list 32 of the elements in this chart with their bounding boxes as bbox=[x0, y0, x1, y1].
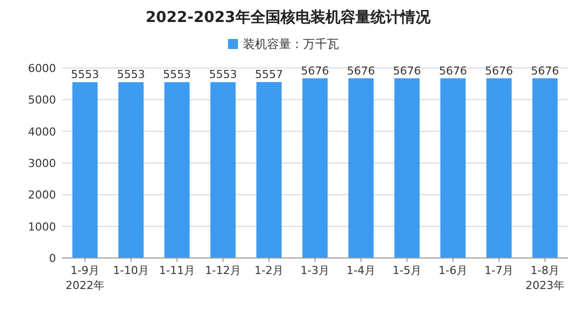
y-tick-label: 5000 bbox=[28, 94, 56, 107]
data-label: 5676 bbox=[439, 64, 467, 78]
y-tick-label: 0 bbox=[49, 252, 56, 265]
x-tick-label: 1-6月 bbox=[438, 264, 468, 277]
x-tick-label: 1-7月 bbox=[484, 264, 514, 277]
x-tick-label: 1-8月 2023年 bbox=[526, 264, 564, 292]
data-label: 5676 bbox=[531, 64, 559, 78]
data-label: 5676 bbox=[393, 64, 421, 78]
x-tick-label: 1-3月 bbox=[300, 264, 330, 277]
y-tick-label: 6000 bbox=[28, 62, 56, 75]
data-label: 5676 bbox=[347, 64, 375, 78]
x-tick-label: 1-12月 bbox=[205, 264, 241, 277]
y-tick-label: 3000 bbox=[28, 157, 56, 170]
x-tick-label: 1-10月 bbox=[113, 264, 149, 277]
data-label: 5553 bbox=[117, 68, 145, 82]
y-tick-label: 2000 bbox=[28, 188, 56, 202]
y-tick-label: 1000 bbox=[28, 220, 56, 234]
legend: 装机容量：万千瓦 bbox=[228, 37, 339, 51]
x-tick-label: 1-9月 2022年 bbox=[66, 264, 104, 292]
x-tick-label: 1-4月 bbox=[346, 264, 376, 277]
x-tick-label: 1-2月 bbox=[254, 264, 284, 277]
x-tick-label: 1-5月 bbox=[392, 264, 422, 277]
data-label: 5676 bbox=[485, 64, 513, 78]
data-label: 5553 bbox=[71, 68, 99, 82]
data-label: 5553 bbox=[163, 68, 191, 82]
data-label: 5553 bbox=[209, 68, 237, 82]
chart-title: 2022-2023年全国核电装机容量统计情况 bbox=[146, 8, 432, 26]
data-label: 5557 bbox=[255, 68, 283, 82]
y-tick-label: 4000 bbox=[28, 125, 56, 138]
data-label: 5676 bbox=[301, 64, 329, 78]
装机容量：万千瓦: 5553 5553 5553 5553 5557 5676 5676 5676 5676 5676 5676 bbox=[71, 64, 559, 258]
x-tick-label: 1-11月 bbox=[159, 264, 195, 277]
